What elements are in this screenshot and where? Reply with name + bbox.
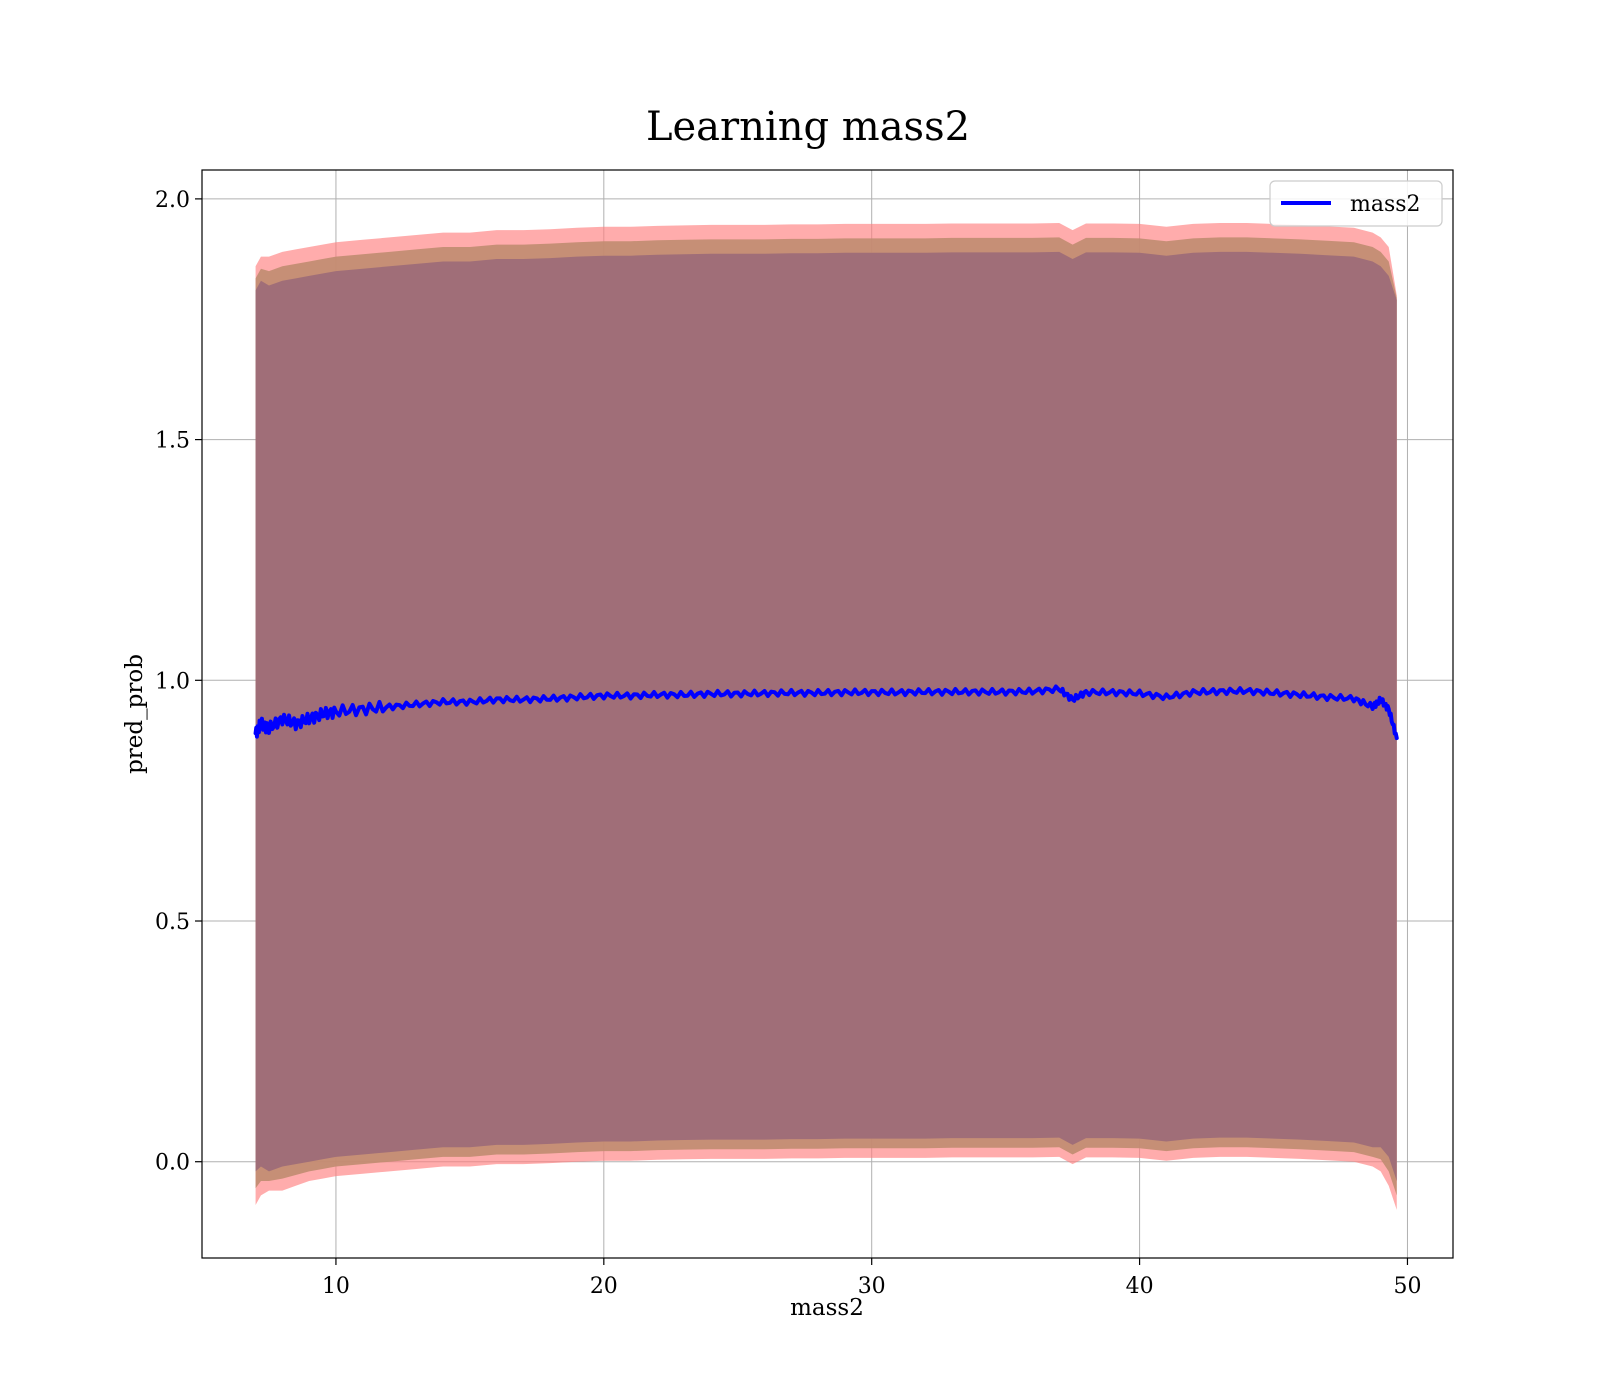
- series-line-mass2: [253, 684, 1399, 741]
- uncertainty-band-inner: [255, 251, 1397, 1181]
- y-tick-label-2.0: 2.0: [155, 188, 190, 213]
- band-layer: [255, 222, 1397, 1210]
- y-tick-label-1.5: 1.5: [155, 429, 190, 454]
- x-tick-label-20: 20: [590, 1274, 618, 1299]
- legend-label-mass2: mass2: [1350, 192, 1421, 217]
- y-tick-label-0.5: 0.5: [155, 910, 190, 935]
- chart-title: Learning mass2: [646, 104, 970, 150]
- x-axis-title: mass2: [790, 1295, 864, 1321]
- x-tick-label-40: 40: [1126, 1274, 1154, 1299]
- y-axis-title: pred_prob: [122, 654, 148, 774]
- y-tick-label-0.0: 0.0: [155, 1151, 190, 1176]
- x-tick-label-10: 10: [322, 1274, 350, 1299]
- x-tick-label-50: 50: [1393, 1274, 1421, 1299]
- y-tick-label-1.0: 1.0: [155, 669, 190, 694]
- legend-box: [1269, 180, 1443, 227]
- plot-frame: [201, 169, 1454, 1259]
- x-tick-label-30: 30: [858, 1274, 886, 1299]
- legend: mass2: [1269, 180, 1443, 227]
- line-layer: [253, 684, 1399, 741]
- x-axis: 10 20 30 40 50: [322, 1258, 1421, 1299]
- y-axis: 0.0 0.5 1.0 1.5 2.0: [155, 188, 202, 1176]
